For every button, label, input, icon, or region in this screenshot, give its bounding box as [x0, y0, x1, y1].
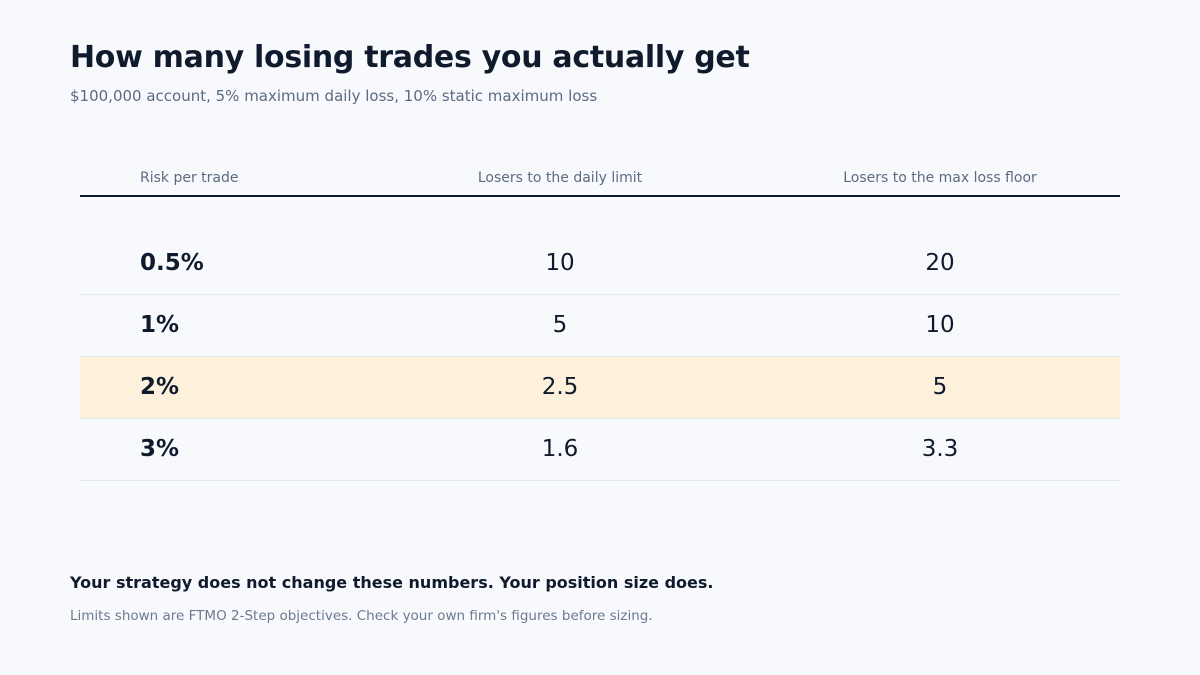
page-title: How many losing trades you actually get: [70, 40, 750, 75]
table-body: 0.5% 10 20 1% 5 10 2% 2.5 5 3% 1.6 3.3: [80, 233, 1120, 481]
table-row: 2% 2.5 5: [80, 357, 1120, 419]
header-risk-per-trade: Risk per trade: [140, 170, 239, 186]
cell-losers-max-loss: 20: [925, 250, 955, 276]
cell-losers-daily-limit: 1.6: [541, 436, 579, 462]
cell-risk-per-trade: 1%: [140, 312, 180, 338]
cell-losers-daily-limit: 2.5: [541, 374, 579, 400]
risk-table: Risk per trade Losers to the daily limit…: [80, 150, 1120, 481]
footer-note: Limits shown are FTMO 2-Step objectives.…: [70, 608, 653, 624]
header-losers-daily-limit: Losers to the daily limit: [477, 170, 643, 186]
cell-risk-per-trade: 3%: [140, 436, 180, 462]
cell-losers-max-loss: 3.3: [921, 436, 959, 462]
cell-losers-max-loss: 10: [925, 312, 955, 338]
footer-statement: Your strategy does not change these numb…: [70, 573, 714, 592]
table-header: Risk per trade Losers to the daily limit…: [80, 150, 1120, 197]
header-losers-max-loss: Losers to the max loss floor: [843, 170, 1037, 186]
table-row: 1% 5 10: [80, 295, 1120, 357]
cell-risk-per-trade: 0.5%: [140, 250, 204, 276]
cell-losers-daily-limit: 5: [552, 312, 568, 338]
table-row: 0.5% 10 20: [80, 233, 1120, 295]
cell-losers-max-loss: 5: [932, 374, 948, 400]
page-subtitle: $100,000 account, 5% maximum daily loss,…: [70, 87, 598, 105]
cell-risk-per-trade: 2%: [140, 374, 180, 400]
table-row: 3% 1.6 3.3: [80, 419, 1120, 481]
cell-losers-daily-limit: 10: [545, 250, 575, 276]
header-spacer: [80, 197, 1120, 233]
